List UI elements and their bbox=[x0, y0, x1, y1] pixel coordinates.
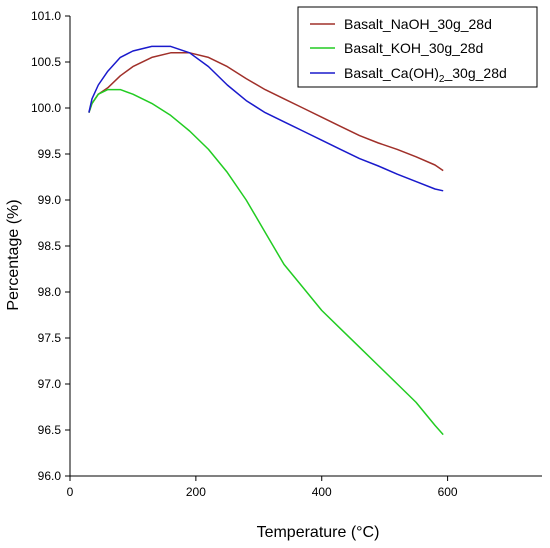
legend-label-caoh2-sub: 2 bbox=[439, 74, 445, 85]
y-tick-label: 97.5 bbox=[38, 331, 62, 345]
y-tick-label: 100.5 bbox=[31, 55, 61, 69]
legend: Basalt_NaOH_30g_28d Basalt_KOH_30g_28d B… bbox=[297, 6, 538, 88]
x-tick-label: 200 bbox=[186, 485, 206, 499]
x-axis-title: Temperature (°C) bbox=[257, 524, 380, 541]
y-tick-label: 99.0 bbox=[38, 193, 62, 207]
x-tick-label: 600 bbox=[438, 485, 458, 499]
legend-entry-naoh: Basalt_NaOH_30g_28d bbox=[310, 16, 492, 32]
axes bbox=[65, 15, 542, 481]
tick-labels: 96.0 96.5 97.0 97.5 98.0 98.5 99.0 99.5 100.0 100… bbox=[31, 9, 458, 499]
series-line-1 bbox=[88, 88, 444, 436]
series-line-2 bbox=[88, 45, 444, 192]
x-tick-label: 0 bbox=[67, 485, 74, 499]
y-axis-title: Percentage (%) bbox=[5, 199, 22, 310]
series-line-0 bbox=[88, 52, 444, 172]
y-tick-label: 96.0 bbox=[38, 469, 62, 483]
legend-label-naoh: Basalt_NaOH_30g_28d bbox=[344, 16, 492, 32]
y-tick-label: 96.5 bbox=[38, 423, 62, 437]
legend-label-caoh2: Basalt_Ca(OH)2_30g_28d bbox=[344, 65, 507, 85]
y-tick-label: 97.0 bbox=[38, 377, 62, 391]
legend-label-koh: Basalt_KOH_30g_28d bbox=[344, 40, 483, 56]
legend-label-caoh2-tail: _30g_28d bbox=[443, 65, 506, 81]
legend-label-caoh2-main: Basalt_Ca(OH) bbox=[344, 65, 439, 81]
y-tick-label: 99.5 bbox=[38, 147, 62, 161]
y-tick-label: 98.0 bbox=[38, 285, 62, 299]
legend-box bbox=[297, 6, 538, 88]
legend-entry-koh: Basalt_KOH_30g_28d bbox=[310, 40, 483, 56]
series-layer bbox=[88, 45, 444, 436]
y-tick-label: 101.0 bbox=[31, 9, 61, 23]
legend-entry-caoh2: Basalt_Ca(OH)2_30g_28d bbox=[310, 65, 507, 85]
x-tick-label: 400 bbox=[312, 485, 332, 499]
y-tick-label: 98.5 bbox=[38, 239, 62, 253]
y-tick-label: 100.0 bbox=[31, 101, 61, 115]
